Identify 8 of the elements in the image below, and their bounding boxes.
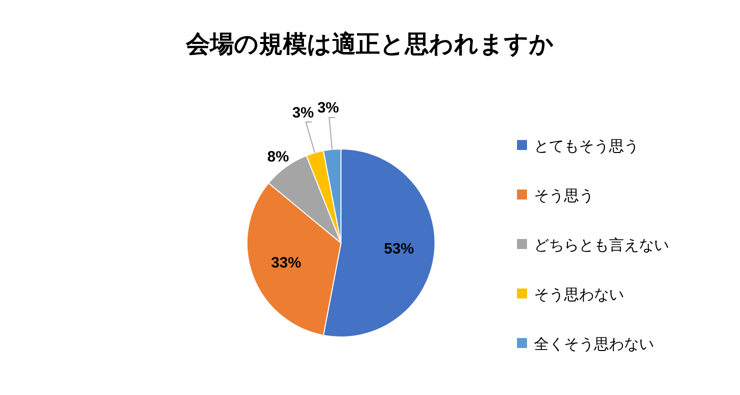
data-label: 33% — [271, 254, 302, 272]
legend-label: そう思わない — [534, 286, 624, 304]
legend-label: そう思う — [534, 188, 594, 204]
chart-title: 会場の規模は適正と思われますか — [185, 31, 554, 58]
data-label: 3% — [317, 100, 340, 117]
data-label: 3% — [292, 104, 314, 122]
data-label: 53% — [384, 240, 414, 258]
data-label: 8% — [267, 148, 289, 166]
